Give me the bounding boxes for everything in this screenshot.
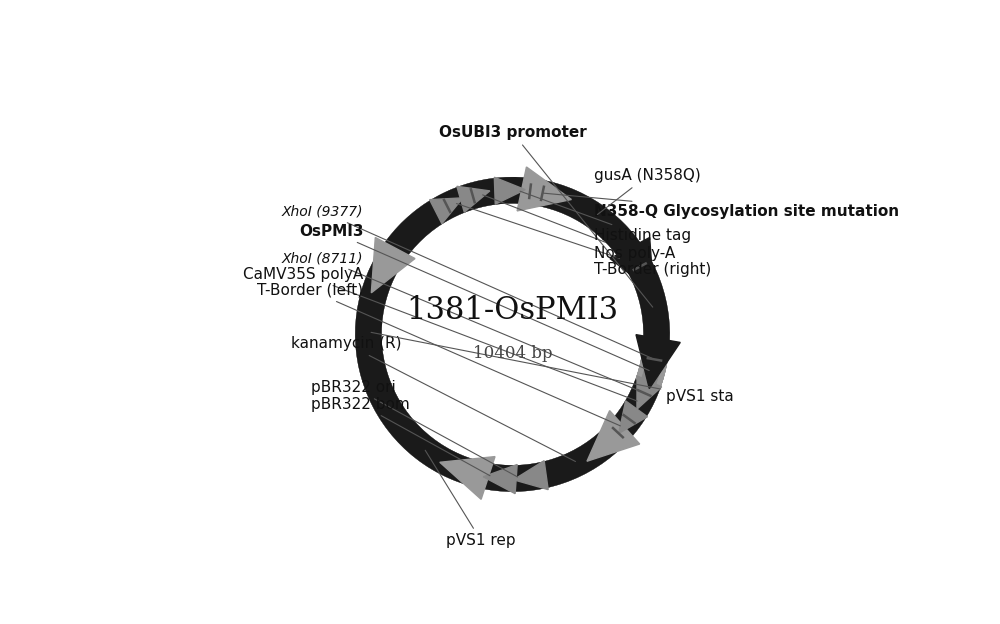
Polygon shape bbox=[483, 464, 517, 494]
Text: OsUBI3 promoter: OsUBI3 promoter bbox=[439, 125, 653, 307]
Text: XhoI (8711): XhoI (8711) bbox=[282, 251, 642, 392]
Polygon shape bbox=[637, 376, 662, 409]
Text: XhoI (9377): XhoI (9377) bbox=[282, 205, 652, 358]
Polygon shape bbox=[514, 461, 548, 490]
Polygon shape bbox=[494, 177, 525, 204]
Text: pBR322 bom: pBR322 bom bbox=[311, 396, 490, 475]
Polygon shape bbox=[360, 182, 665, 487]
Text: pBR322 ori: pBR322 ori bbox=[311, 379, 518, 477]
Text: Nos poly-A: Nos poly-A bbox=[483, 195, 675, 261]
Polygon shape bbox=[440, 457, 495, 499]
Polygon shape bbox=[430, 198, 463, 223]
Text: 10404 bp: 10404 bp bbox=[473, 345, 552, 362]
Text: Histidine tag: Histidine tag bbox=[520, 191, 691, 243]
Text: T-Border (left): T-Border (left) bbox=[257, 283, 620, 426]
Polygon shape bbox=[360, 182, 665, 486]
Polygon shape bbox=[360, 182, 665, 486]
Polygon shape bbox=[360, 182, 665, 486]
Text: gusA (N358Q): gusA (N358Q) bbox=[594, 168, 701, 215]
Text: T-Border (right): T-Border (right) bbox=[457, 203, 711, 277]
Polygon shape bbox=[457, 187, 490, 212]
Polygon shape bbox=[587, 411, 640, 461]
Polygon shape bbox=[355, 177, 670, 492]
Text: OsPMI3: OsPMI3 bbox=[299, 223, 649, 371]
Text: kanamycin (R): kanamycin (R) bbox=[291, 336, 575, 462]
Text: 1381-OsPMI3: 1381-OsPMI3 bbox=[406, 295, 619, 326]
Polygon shape bbox=[372, 177, 670, 492]
Text: CaMV35S polyA: CaMV35S polyA bbox=[243, 267, 637, 401]
Text: pVS1 sta: pVS1 sta bbox=[371, 333, 734, 404]
Polygon shape bbox=[355, 177, 670, 492]
Polygon shape bbox=[360, 182, 665, 486]
Polygon shape bbox=[619, 401, 647, 434]
Polygon shape bbox=[636, 334, 680, 389]
Polygon shape bbox=[360, 182, 665, 487]
Polygon shape bbox=[355, 177, 670, 492]
Text: pVS1 rep: pVS1 rep bbox=[425, 451, 516, 548]
Polygon shape bbox=[355, 177, 670, 492]
Text: N358-Q Glycosylation site mutation: N358-Q Glycosylation site mutation bbox=[543, 193, 899, 219]
Polygon shape bbox=[355, 177, 667, 492]
Polygon shape bbox=[610, 238, 654, 293]
Polygon shape bbox=[360, 182, 665, 487]
Polygon shape bbox=[371, 238, 415, 293]
Polygon shape bbox=[517, 167, 571, 211]
